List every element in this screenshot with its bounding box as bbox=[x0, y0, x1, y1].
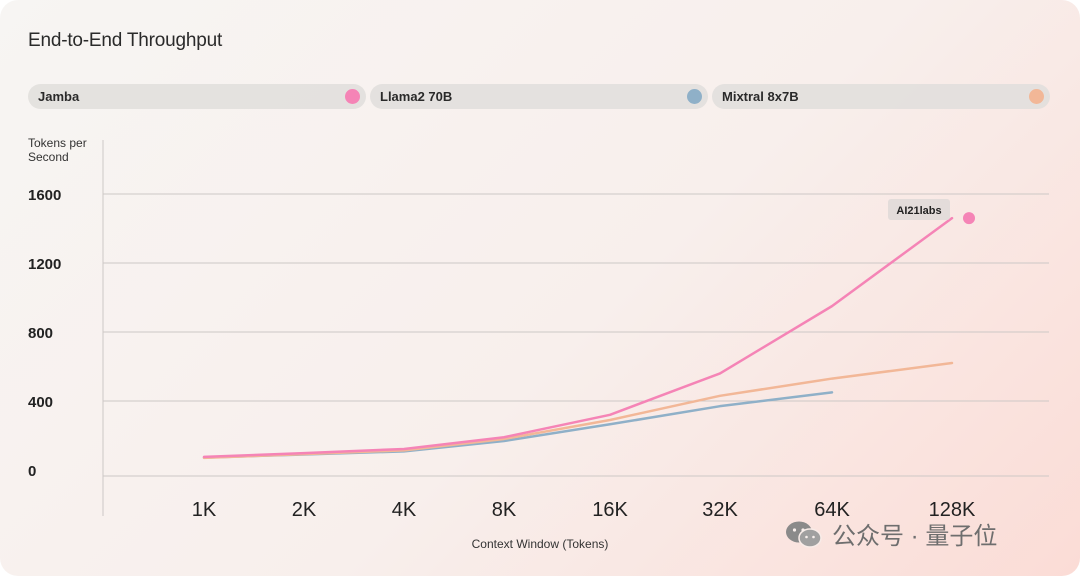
legend-item-jamba: Jamba bbox=[28, 84, 366, 109]
annotation-box bbox=[888, 199, 950, 220]
x-axis-title: Context Window (Tokens) bbox=[472, 537, 609, 551]
x-tick-label: 128K bbox=[929, 499, 976, 521]
x-tick-label: 16K bbox=[592, 499, 628, 521]
x-tick-label: 32K bbox=[702, 499, 738, 521]
y-axis-label: Tokens per Second bbox=[28, 136, 87, 164]
legend-label: Mixtral 8x7B bbox=[722, 89, 799, 104]
chart-title: End-to-End Throughput bbox=[28, 30, 223, 51]
watermark: 公众号 · 量子位 bbox=[784, 516, 997, 551]
legend-label: Jamba bbox=[38, 89, 80, 104]
x-tick-label: 64K bbox=[814, 499, 850, 521]
y-tick-label: 1600 bbox=[28, 187, 61, 204]
y-tick-label: 1200 bbox=[28, 256, 61, 273]
x-tick-label: 8K bbox=[492, 499, 517, 521]
x-tick-label: 1K bbox=[192, 499, 217, 521]
series-line-llama2-70b bbox=[202, 391, 834, 459]
y-tick-label: 0 bbox=[28, 463, 36, 480]
y-tick-label: 800 bbox=[28, 325, 53, 342]
x-tick-label: 2K bbox=[292, 499, 317, 521]
legend-item-mixtral-8x7b: Mixtral 8x7B bbox=[712, 84, 1050, 109]
watermark-text: 公众号 · 量子位 bbox=[832, 523, 998, 550]
y-tick-label: 400 bbox=[28, 394, 53, 411]
series-line-jamba bbox=[202, 216, 954, 459]
legend-label: Llama2 70B bbox=[380, 89, 453, 104]
legend-color-dot bbox=[687, 89, 702, 104]
x-tick-label: 4K bbox=[392, 499, 417, 521]
legend-color-dot bbox=[345, 89, 360, 104]
annotation-label: AI21labs bbox=[896, 205, 941, 217]
legend-item-llama2-70b: Llama2 70B bbox=[370, 84, 708, 109]
series-line-mixtral-8x7b bbox=[202, 361, 954, 460]
series-end-marker bbox=[963, 212, 975, 225]
wechat-icon bbox=[786, 521, 822, 548]
legend-color-dot bbox=[1029, 89, 1044, 104]
